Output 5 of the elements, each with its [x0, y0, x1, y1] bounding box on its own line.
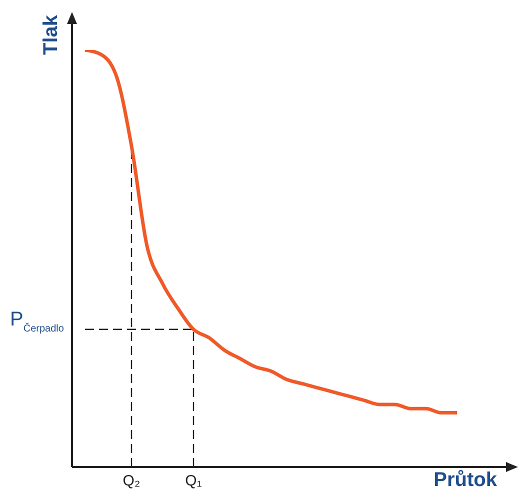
x-tick-label: Q₁	[185, 472, 202, 490]
x-axis-title: Průtok	[434, 469, 497, 492]
ref-line-label: P$_{Čerpadlo}$	[10, 308, 64, 334]
x-tick-label: Q₂	[122, 472, 140, 490]
y-axis-title: Tlak	[40, 14, 63, 55]
